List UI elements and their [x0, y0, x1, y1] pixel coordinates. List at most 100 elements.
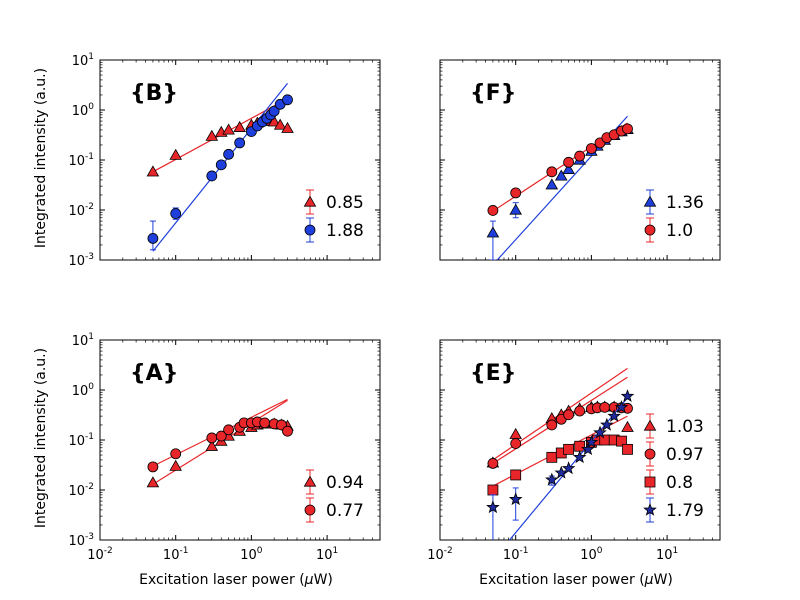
- x-tick-label: 10-1: [163, 546, 189, 563]
- x-tick-label: 10-2: [87, 546, 113, 563]
- y-tick-label: 101: [72, 332, 94, 349]
- point-0-77: [215, 430, 227, 442]
- legend-entry: 0.94: [303, 469, 364, 495]
- legend-marker-1-88: [304, 224, 316, 236]
- point-0-8: [510, 469, 522, 481]
- panel-E: 10-2 10-1 100 101 {E} 1.03 0.97 0.8 1.79: [427, 339, 721, 563]
- point-0-97: [546, 419, 558, 431]
- point-1-88: [170, 208, 182, 219]
- point-1-79: [545, 472, 559, 486]
- major-ticks: [99, 339, 380, 541]
- legend-label: 1.03: [666, 417, 704, 437]
- x-tick-label: 101: [316, 546, 338, 563]
- point-0-8: [599, 434, 611, 446]
- point-0-85: [222, 123, 235, 135]
- x-axis-label-right: Excitation laser power (μW): [479, 572, 673, 588]
- point-1-88: [234, 137, 246, 149]
- point-1-88: [282, 94, 293, 106]
- point-0-77: [170, 448, 182, 460]
- plot-area: [146, 83, 294, 252]
- point-1-79: [561, 461, 576, 475]
- legend-label: 1.0: [666, 221, 693, 241]
- point-0-85: [233, 120, 246, 132]
- point-1-79: [572, 450, 587, 464]
- point-1-0: [622, 123, 633, 135]
- legend-entry: 0.8: [644, 469, 693, 495]
- x-axis-label-left: Excitation laser power (μW): [139, 572, 333, 588]
- point-1-79: [620, 389, 635, 403]
- plot-area: [146, 398, 294, 488]
- point-1-79: [607, 408, 621, 422]
- point-1-0: [585, 143, 597, 154]
- point-0-8: [574, 440, 586, 452]
- point-0-85: [169, 148, 182, 160]
- legend-label: 0.77: [326, 501, 364, 521]
- legend-entry: 0.97: [644, 441, 704, 467]
- legend-marker-0-97: [644, 448, 656, 460]
- point-0-8: [616, 435, 627, 447]
- legend-marker-0-77: [304, 504, 316, 516]
- y-axis-label-top: Integrated intensity (a.u.): [33, 68, 49, 248]
- legend-entry: 1.79: [643, 497, 704, 523]
- legend-marker-0-85: [303, 195, 317, 207]
- y-tick-label: 10-2: [68, 482, 94, 499]
- point-0-77: [223, 424, 235, 436]
- major-ticks: [439, 339, 720, 541]
- x-tick-label: 101: [656, 546, 678, 563]
- point-1-03: [509, 427, 522, 439]
- point-0-8: [487, 484, 499, 496]
- point-0-97: [563, 409, 575, 421]
- point-1-79: [600, 417, 614, 431]
- minor-ticks: [440, 60, 721, 260]
- point-1-36: [509, 203, 522, 215]
- minor-ticks: [100, 340, 381, 540]
- x-tick-label: 100: [580, 546, 603, 563]
- point-0-85: [273, 118, 287, 130]
- point-0-85: [205, 129, 219, 141]
- point-0-94: [205, 439, 219, 451]
- y-tick-label: 101: [72, 52, 94, 69]
- point-1-79: [581, 442, 595, 456]
- point-1-36: [545, 178, 559, 190]
- y-tick-label: 100: [72, 102, 95, 119]
- major-ticks: [439, 59, 720, 261]
- panel-A: 10-2 10-1 100 10110-310-210-1100101{A}0.940…: [68, 332, 381, 563]
- panel-title: {E}: [470, 361, 516, 386]
- panel-B: 10-3 10-2 10-1 100 101 {B} 0.85 1.88: [68, 52, 381, 269]
- point-0-8: [622, 443, 633, 455]
- point-0-97: [510, 438, 522, 449]
- y-tick-label: 100: [72, 382, 95, 399]
- legend-label: 1.79: [666, 501, 704, 521]
- point-1-03: [621, 420, 634, 432]
- y-tick-label: 10-1: [68, 152, 94, 169]
- point-0-77: [147, 461, 159, 473]
- point-1-88: [147, 233, 159, 244]
- y-tick-label: 10-1: [68, 432, 94, 449]
- point-1-0: [563, 156, 575, 168]
- legend-entry: 0.85: [303, 189, 364, 215]
- legend-label: 0.8: [666, 473, 693, 493]
- point-1-36: [554, 169, 568, 181]
- plot-area: [486, 367, 635, 540]
- point-0-85: [281, 121, 294, 133]
- legend-marker-1-03: [643, 419, 657, 431]
- legend-marker-1-79: [643, 502, 657, 516]
- major-ticks: [99, 59, 380, 261]
- point-0-8: [563, 443, 575, 455]
- point-0-97: [599, 401, 611, 413]
- point-1-79: [584, 435, 599, 449]
- x-tick-label: 10-2: [427, 546, 453, 563]
- legend-label: 0.97: [666, 445, 704, 465]
- point-0-97: [574, 405, 586, 417]
- point-0-94: [146, 476, 160, 488]
- panel-F: {F} 1.36 1.0: [439, 59, 721, 261]
- point-0-94: [169, 459, 182, 471]
- legend-label: 1.88: [326, 221, 364, 241]
- legend-entry: 1.0: [644, 217, 693, 243]
- panel-title: {A}: [130, 361, 178, 386]
- legend-label: 0.85: [326, 193, 364, 213]
- panel-title: {F}: [470, 81, 516, 106]
- y-axis-label-bottom: Integrated intensity (a.u.): [33, 348, 49, 528]
- point-0-85: [146, 165, 160, 177]
- point-1-36: [486, 226, 500, 238]
